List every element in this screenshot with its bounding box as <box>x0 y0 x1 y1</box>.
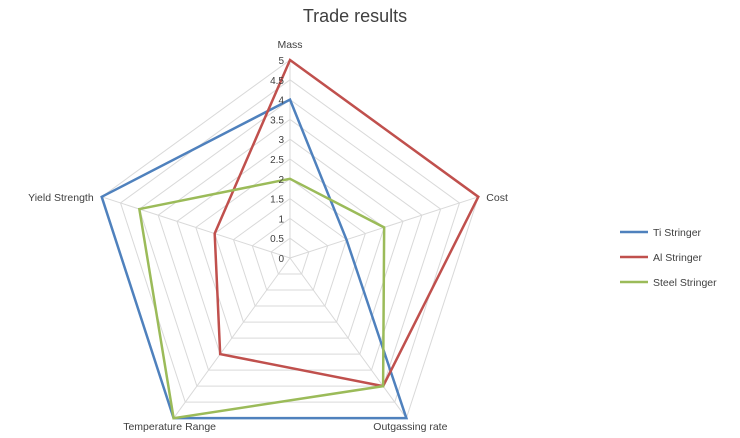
grid-ring <box>119 79 461 403</box>
chart-title: Trade results <box>302 6 408 26</box>
grid-spoke <box>101 196 291 259</box>
axis-label: Temperature Range <box>123 421 216 433</box>
grid-ring <box>251 217 329 291</box>
tick-label: 2.5 <box>270 155 284 166</box>
legend-label: Al Stringer <box>653 252 703 264</box>
tick-label: 2 <box>278 175 284 186</box>
tick-label: 5 <box>278 56 284 67</box>
legend-label: Ti Stringer <box>653 227 702 239</box>
legend-label: Steel Stringer <box>653 277 717 289</box>
series-line <box>213 58 480 388</box>
grid-ring <box>270 237 310 275</box>
grid-spoke <box>173 257 291 419</box>
axis-label: Outgassing rate <box>373 421 447 433</box>
tick-label: 0.5 <box>270 234 284 245</box>
axis-label: Yield Strength <box>28 192 94 204</box>
grid-ring <box>232 197 348 307</box>
tick-label: 4 <box>278 96 284 107</box>
grid-spoke <box>289 257 407 419</box>
axis-label: Mass <box>277 39 302 51</box>
grid-ring <box>176 138 404 355</box>
tick-label: 1 <box>278 214 284 225</box>
grid-ring <box>157 118 423 371</box>
series-line <box>100 97 409 420</box>
tick-label: 1.5 <box>270 195 284 206</box>
series-line <box>137 177 386 420</box>
grid-ring <box>214 178 366 323</box>
tick-label: 4.5 <box>270 76 284 87</box>
tick-label: 3.5 <box>270 115 284 126</box>
grid-ring <box>195 158 385 339</box>
grid-ring <box>138 98 442 387</box>
axis-label: Cost <box>486 192 508 204</box>
tick-label: 3 <box>278 135 284 146</box>
tick-label: 0 <box>278 254 284 265</box>
